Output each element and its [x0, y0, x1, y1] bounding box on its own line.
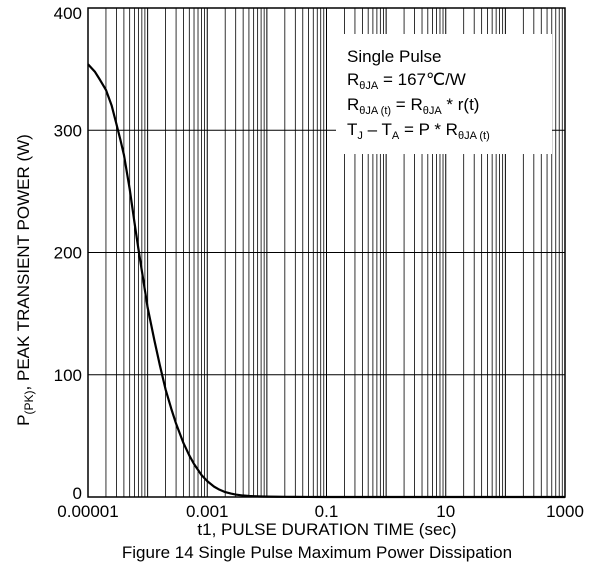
- annotation-line-1: RθJA = 167℃/W: [347, 70, 466, 92]
- y-tick-label: 100: [54, 366, 82, 385]
- x-tick-labels: 0.00001 0.001 0.1 10 1000: [57, 502, 584, 521]
- x-tick-label: 0.001: [186, 502, 229, 521]
- y-tick-label: 300: [54, 121, 82, 140]
- x-tick-label: 1000: [546, 502, 584, 521]
- x-tick-label: 0.00001: [57, 502, 118, 521]
- y-tick-labels: 0 100 200 300 400: [54, 4, 82, 503]
- series-line-power: [87, 63, 565, 499]
- annotation-box: [336, 34, 552, 154]
- y-tick-label: 0: [73, 484, 82, 503]
- y-tick-label: 200: [54, 244, 82, 263]
- annotation-title: Single Pulse: [347, 47, 442, 66]
- annotation-line-3: TJ – TA = P * RθJA (t): [347, 120, 490, 142]
- y-axis-label: P(PK), PEAK TRANSIENT POWER (W): [14, 134, 36, 426]
- x-tick-label: 0.1: [315, 502, 339, 521]
- annotation-line-2: RθJA (t) = RθJA * r(t): [347, 95, 479, 117]
- figure-caption: Figure 14 Single Pulse Maximum Power Dis…: [122, 543, 512, 562]
- x-tick-label: 10: [436, 502, 455, 521]
- x-axis-label: t1, PULSE DURATION TIME (sec): [197, 520, 456, 539]
- y-tick-label: 400: [54, 4, 82, 23]
- annotation-text: Single Pulse RθJA = 167℃/W RθJA (t) = Rθ…: [347, 47, 490, 142]
